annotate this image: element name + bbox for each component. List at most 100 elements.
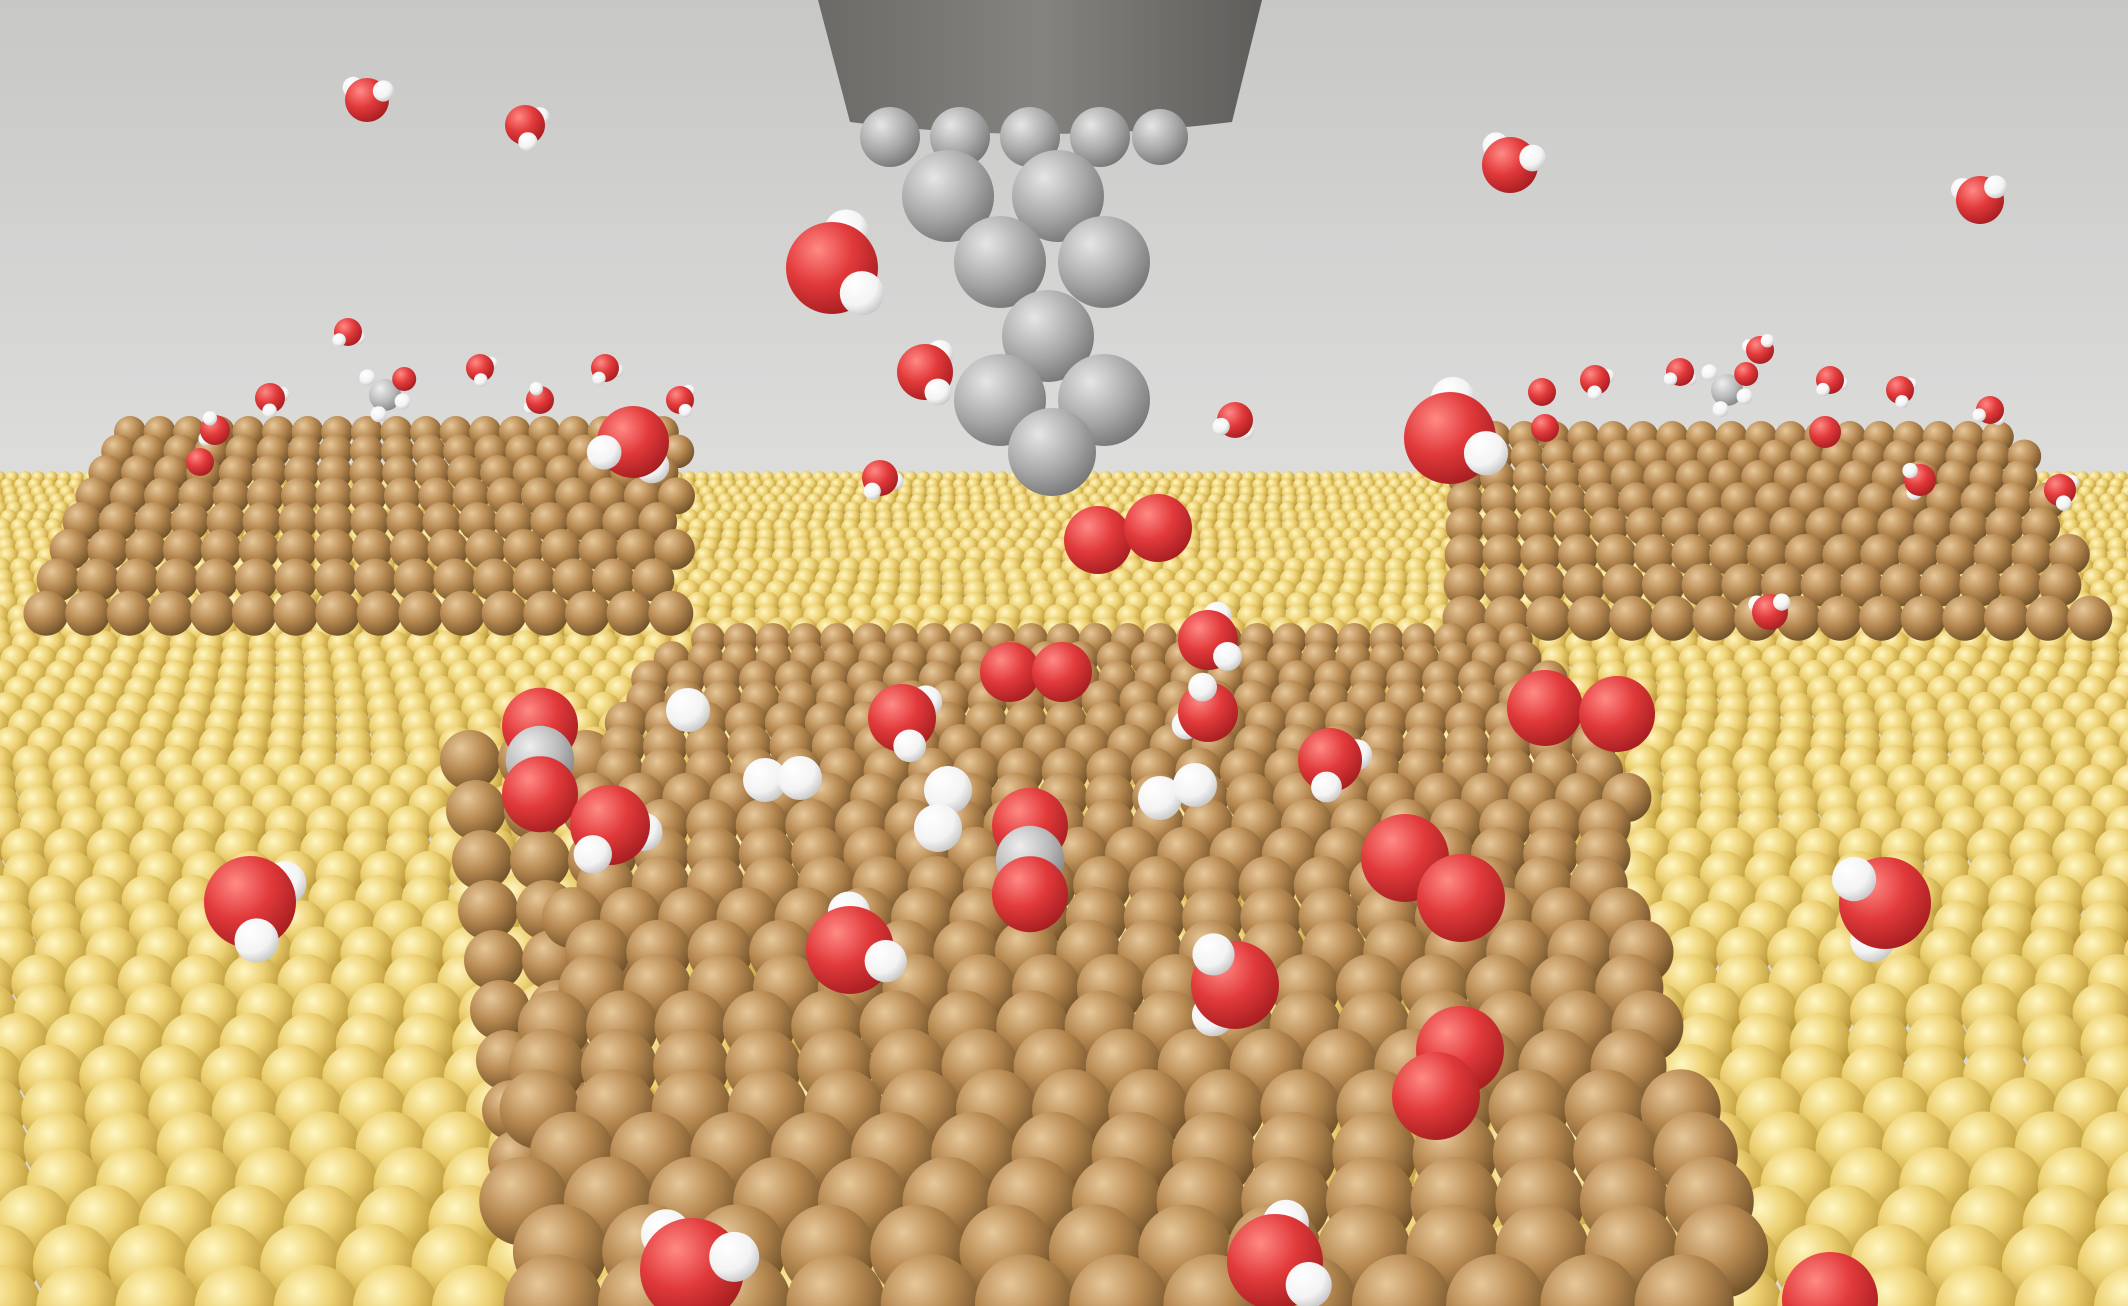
copper-atom: [470, 980, 530, 1040]
copper-atom: [606, 590, 652, 636]
hydrogen-atom: [394, 393, 411, 410]
hydrogen-atom: [1192, 933, 1235, 976]
hydrogen-atom: [573, 835, 612, 874]
oxygen-atom: [1579, 676, 1655, 752]
oxygen-atom: [502, 756, 578, 833]
copper-atom: [1822, 534, 1864, 575]
hydrogen-atom: [1902, 462, 1918, 479]
copper-atom: [234, 558, 278, 602]
copper-atom: [552, 558, 596, 602]
copper-atom: [654, 529, 695, 570]
tip-atom: [1002, 290, 1094, 382]
gold-atom: [194, 1264, 280, 1306]
oxygen-atom: [1782, 1252, 1878, 1306]
copper-atom: [231, 590, 277, 636]
hydrogen-atom: [864, 940, 907, 983]
hydrogen-atom: [924, 378, 952, 406]
copper-atom: [631, 558, 675, 602]
tip-atom: [860, 107, 920, 167]
hydrogen-atom: [1895, 395, 1909, 409]
copper-atom: [1540, 1254, 1640, 1306]
oxygen-atom: [392, 367, 417, 391]
hydrogen-atom: [1212, 417, 1230, 436]
hydrogen-atom: [666, 688, 710, 732]
copper-atom: [356, 590, 402, 636]
copper-atom: [315, 590, 361, 636]
gold-atom: [273, 1264, 359, 1306]
copper-atom: [1445, 507, 1485, 546]
hydrogen-atom: [1816, 382, 1830, 397]
hydrogen-atom: [1972, 408, 1986, 422]
copper-atom: [1525, 595, 1571, 641]
copper-atom: [974, 1254, 1075, 1306]
oxygen-atom: [1392, 1052, 1480, 1140]
copper-atom: [1567, 595, 1613, 641]
tip-atom: [1012, 150, 1104, 242]
oxygen-atom: [1528, 378, 1556, 406]
copper-atom: [1634, 1254, 1734, 1306]
copper-atom: [1482, 534, 1524, 575]
oxygen-atom: [1064, 506, 1132, 574]
copper-atom: [1562, 563, 1606, 607]
hydrogen-atom: [1832, 857, 1877, 902]
hydrogen-atom: [893, 729, 926, 763]
oxygen-atom: [1531, 414, 1559, 442]
hydrogen-atom: [1984, 175, 2008, 199]
copper-atom: [65, 590, 111, 636]
hydrogen-atom: [1773, 593, 1791, 611]
copper-atom: [2038, 563, 2082, 607]
copper-atom: [195, 558, 239, 602]
gold-atom: [115, 1264, 201, 1306]
gold-atom: [2014, 1264, 2100, 1306]
copper-atom: [314, 558, 358, 602]
tip-atom: [902, 150, 994, 242]
hydrogen-atom: [262, 403, 277, 418]
copper-atom: [1650, 595, 1696, 641]
tip-atom: [954, 216, 1046, 308]
gold-atom: [2093, 1265, 2128, 1306]
hydrogen-atom: [234, 918, 279, 963]
copper-atom: [458, 880, 518, 940]
hydrogen-atom: [1760, 334, 1775, 348]
copper-atom: [1984, 595, 2029, 641]
copper-atom: [481, 590, 527, 636]
gold-atom: [0, 1264, 43, 1306]
tip-atom: [1132, 109, 1188, 165]
oxygen-atom: [1417, 854, 1505, 942]
copper-atom: [440, 730, 500, 790]
hydrogen-atom: [863, 482, 881, 500]
hydrogen-atom: [1311, 771, 1342, 803]
copper-atom: [1942, 595, 1988, 641]
hydrogen-atom: [202, 411, 218, 426]
copper-atom: [880, 1254, 980, 1306]
copper-atom: [1443, 563, 1487, 607]
copper-atom: [1444, 534, 1486, 575]
oxygen-atom: [255, 383, 285, 413]
copper-atom: [648, 590, 694, 636]
copper-atom: [1351, 1254, 1452, 1306]
oxygen-atom: [992, 856, 1068, 933]
copper-atom: [1998, 563, 2042, 607]
copper-atom: [565, 590, 610, 636]
copper-atom: [393, 558, 437, 602]
tip-atom: [1008, 408, 1096, 496]
copper-atom: [1959, 563, 2003, 607]
oxygen-atom: [204, 856, 296, 948]
hydrogen-atom: [2055, 495, 2072, 511]
copper-atom: [238, 529, 280, 570]
copper-atom: [23, 590, 69, 636]
hydrogen-atom: [518, 132, 538, 152]
hydrogen-atom: [359, 369, 376, 386]
tip-atoms: [860, 107, 1188, 496]
oxygen-atom: [1809, 416, 1841, 448]
hydrogen-atom: [743, 758, 787, 802]
hydrogen-atom: [1173, 763, 1217, 807]
copper-atom: [115, 558, 159, 602]
copper-cluster-right: [1442, 421, 2113, 641]
hydrogen-atom: [1463, 431, 1509, 476]
oxygen-atom: [1886, 376, 1914, 404]
copper-atom: [1919, 563, 1963, 607]
hydrogen-atom: [1587, 385, 1602, 400]
copper-atom: [1069, 1254, 1169, 1306]
